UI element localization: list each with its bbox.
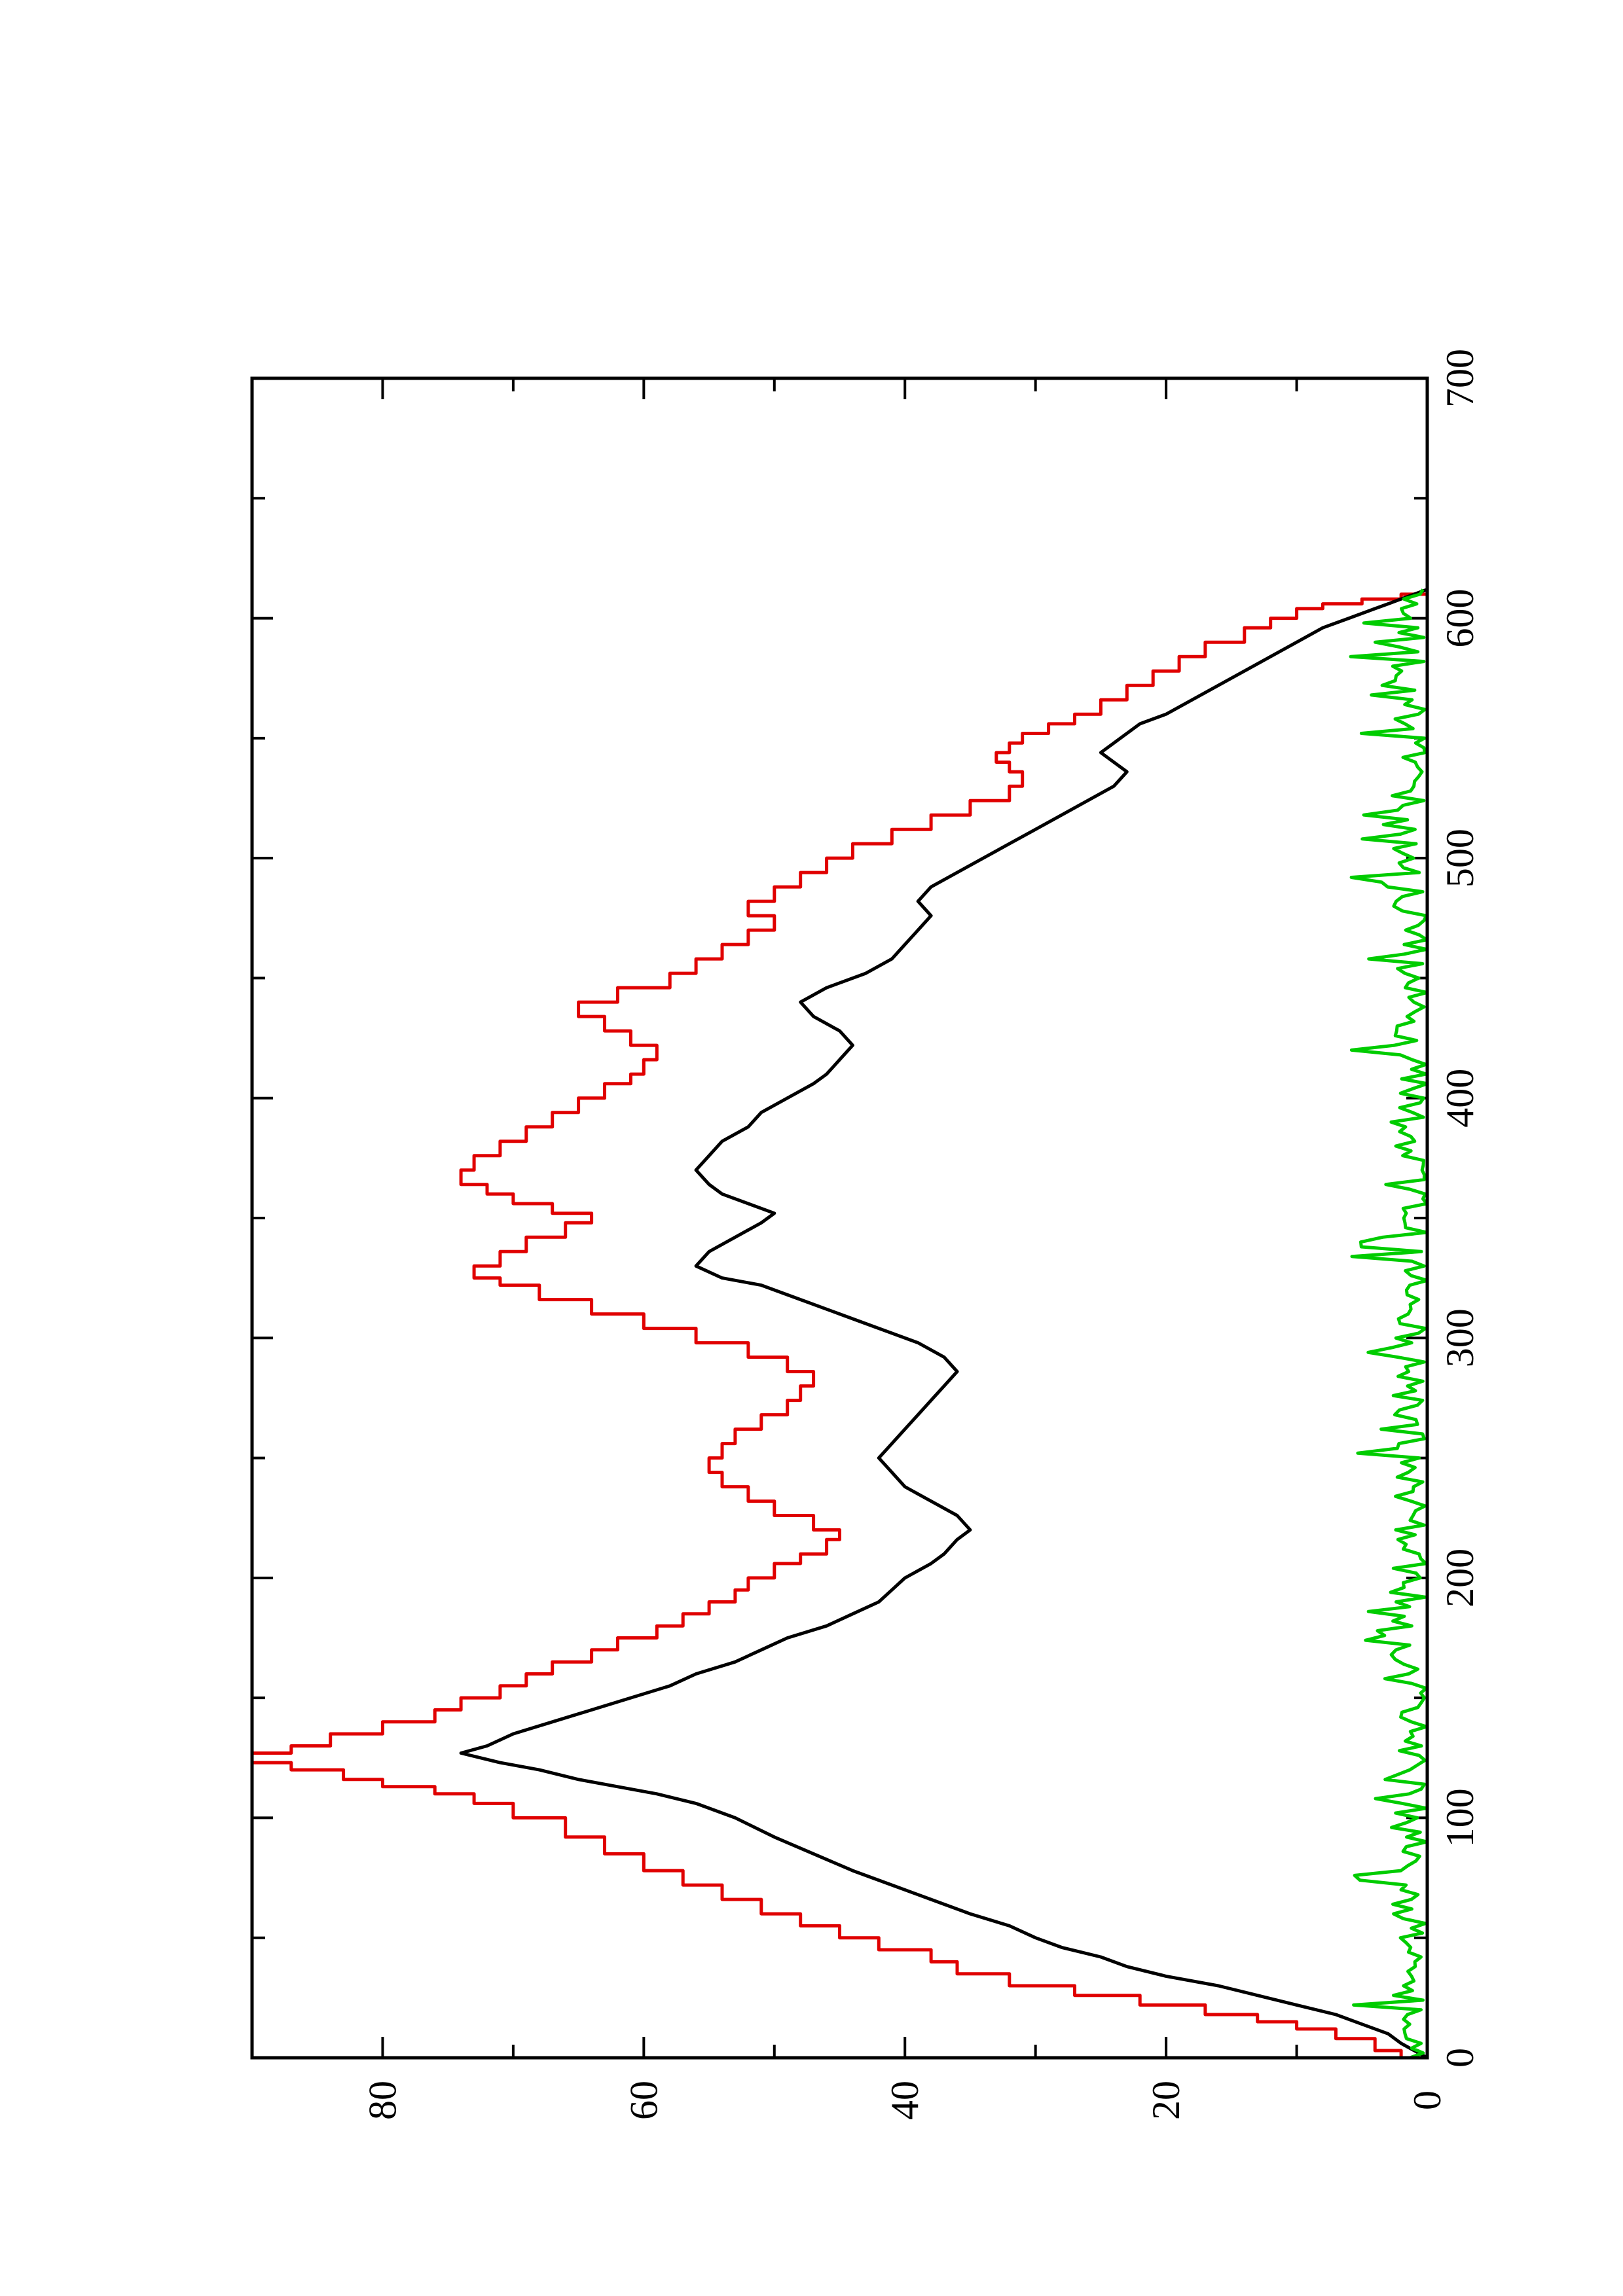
x-tick-label: 100 [1438,1788,1482,1847]
x-tick-label: 300 [1438,1308,1482,1367]
plot-frame [250,376,1429,2060]
x-tick-label: 500 [1438,829,1482,888]
series-line-2 [459,588,1429,2060]
tick-labels: 0 100 200 300 400 500 600 700 0 20 40 60 80 [361,349,1482,2120]
x-tick-label: 400 [1438,1069,1482,1128]
y-tick-label: 60 [622,2081,665,2120]
y-tick-label: 0 [1406,2090,1449,2110]
series-line-3 [1349,588,1429,2060]
axis-ticks [252,377,1429,2059]
x-tick-label: 0 [1438,2048,1482,2068]
y-tick-label: 40 [883,2081,926,2120]
x-tick-label: 700 [1438,349,1482,408]
x-tick-label: 200 [1438,1549,1482,1607]
plot-series [250,588,1429,2060]
y-tick-label: 80 [361,2081,404,2120]
x-tick-label: 600 [1438,589,1482,648]
series-line-1 [250,589,1429,2060]
y-tick-label: 20 [1144,2081,1188,2120]
